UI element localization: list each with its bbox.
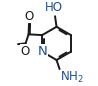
Text: O: O (21, 45, 30, 58)
Text: O: O (25, 10, 34, 23)
Text: HO: HO (45, 1, 63, 14)
Text: NH$_2$: NH$_2$ (60, 70, 84, 85)
Text: N: N (37, 45, 47, 58)
